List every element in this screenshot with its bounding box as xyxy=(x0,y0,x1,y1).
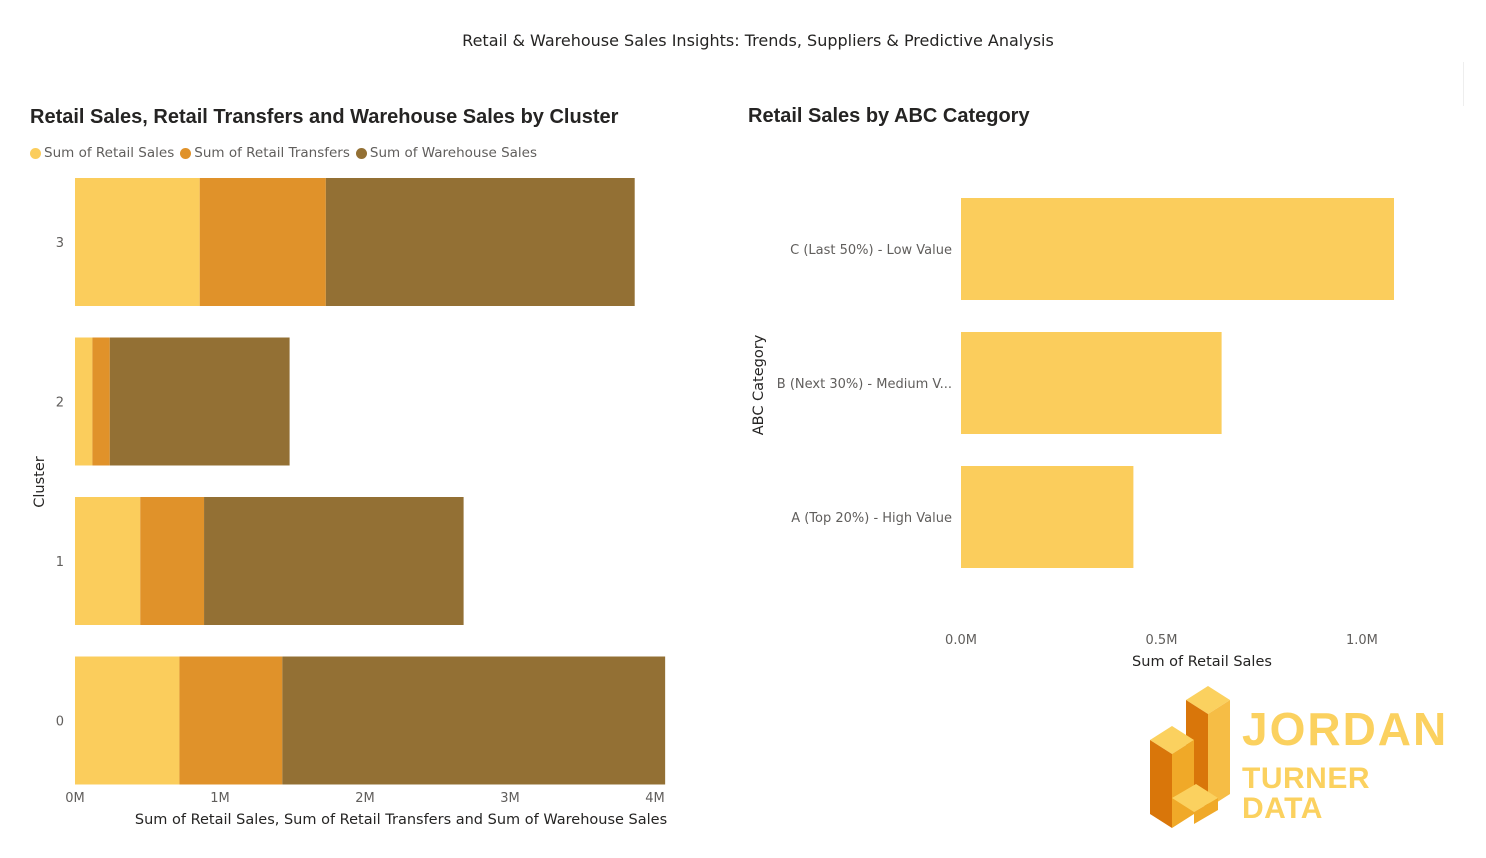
y-tick-label: 1 xyxy=(56,555,64,570)
cluster-stacked-bar-chart: 3 2 1 0 0M 1M 2M 3M 4M Sum of Retail Sales, Sum o… xyxy=(32,178,667,828)
x-tick-label: 3M xyxy=(500,791,520,806)
bar-segment[interactable] xyxy=(179,656,283,785)
bar-segment[interactable] xyxy=(92,337,110,466)
logo-blocks-icon xyxy=(1150,686,1230,828)
x-tick-label: 0.5M xyxy=(1146,633,1178,648)
y-tick-label: A (Top 20%) - High Value xyxy=(791,511,952,526)
y-tick-label: C (Last 50%) - Low Value xyxy=(790,243,952,258)
bar-segment[interactable] xyxy=(199,178,326,306)
bar[interactable] xyxy=(961,332,1222,434)
y-axis-title: ABC Category xyxy=(751,334,767,435)
bar-segment[interactable] xyxy=(140,497,205,625)
legend-item-warehouse-sales[interactable]: Sum of Warehouse Sales xyxy=(355,145,538,161)
abc-chart-title: Retail Sales by ABC Category xyxy=(748,105,1030,127)
legend-item-retail-sales[interactable]: Sum of Retail Sales xyxy=(30,145,174,161)
y-tick-label: 3 xyxy=(56,236,64,251)
legend-dot-icon xyxy=(180,147,192,159)
cluster-chart-title: Retail Sales, Retail Transfers and Wareh… xyxy=(30,106,619,128)
x-tick-label: 0M xyxy=(65,791,85,806)
bar-segment[interactable] xyxy=(109,337,290,466)
legend-dot-icon xyxy=(355,147,367,159)
x-axis-title: Sum of Retail Sales, Sum of Retail Trans… xyxy=(135,812,667,828)
x-tick-label: 4M xyxy=(645,791,665,806)
cluster-chart-legend: Sum of Retail Sales Sum of Retail Transf… xyxy=(30,145,543,161)
bar-segment[interactable] xyxy=(282,656,666,785)
x-tick-label: 1M xyxy=(210,791,230,806)
bar-segment[interactable] xyxy=(75,178,200,306)
y-tick-label: 0 xyxy=(56,715,64,730)
y-tick-label: B (Next 30%) - Medium V... xyxy=(777,377,952,392)
bar-segment[interactable] xyxy=(75,337,93,466)
abc-category-bar-chart: C (Last 50%) - Low Value B (Next 30%) - M… xyxy=(751,198,1394,670)
bar[interactable] xyxy=(961,198,1394,300)
jordan-turner-data-logo: JORDAN TURNER DATA xyxy=(1140,680,1450,830)
logo-text-turner-data: TURNER DATA xyxy=(1242,762,1370,825)
page-title: Retail & Warehouse Sales Insights: Trend… xyxy=(462,31,1054,50)
logo-text-jordan: JORDAN xyxy=(1242,703,1449,755)
x-axis-title: Sum of Retail Sales xyxy=(1132,654,1272,670)
legend-dot-icon xyxy=(30,147,41,159)
bar-segment[interactable] xyxy=(75,497,141,625)
y-tick-label: 2 xyxy=(56,396,64,411)
x-tick-label: 2M xyxy=(355,791,375,806)
bar-segment[interactable] xyxy=(325,178,635,306)
bar-segment[interactable] xyxy=(204,497,464,625)
legend-item-retail-transfers[interactable]: Sum of Retail Transfers xyxy=(180,145,350,161)
x-tick-label: 0.0M xyxy=(945,633,977,648)
bar[interactable] xyxy=(961,466,1134,568)
y-axis-title: Cluster xyxy=(32,456,48,508)
right-divider xyxy=(1463,62,1464,106)
legend-label: Sum of Warehouse Sales xyxy=(369,145,538,161)
bar-segment[interactable] xyxy=(75,656,180,785)
x-tick-label: 1.0M xyxy=(1346,633,1378,648)
legend-label: Sum of Retail Sales xyxy=(44,145,175,161)
legend-label: Sum of Retail Transfers xyxy=(194,145,350,161)
